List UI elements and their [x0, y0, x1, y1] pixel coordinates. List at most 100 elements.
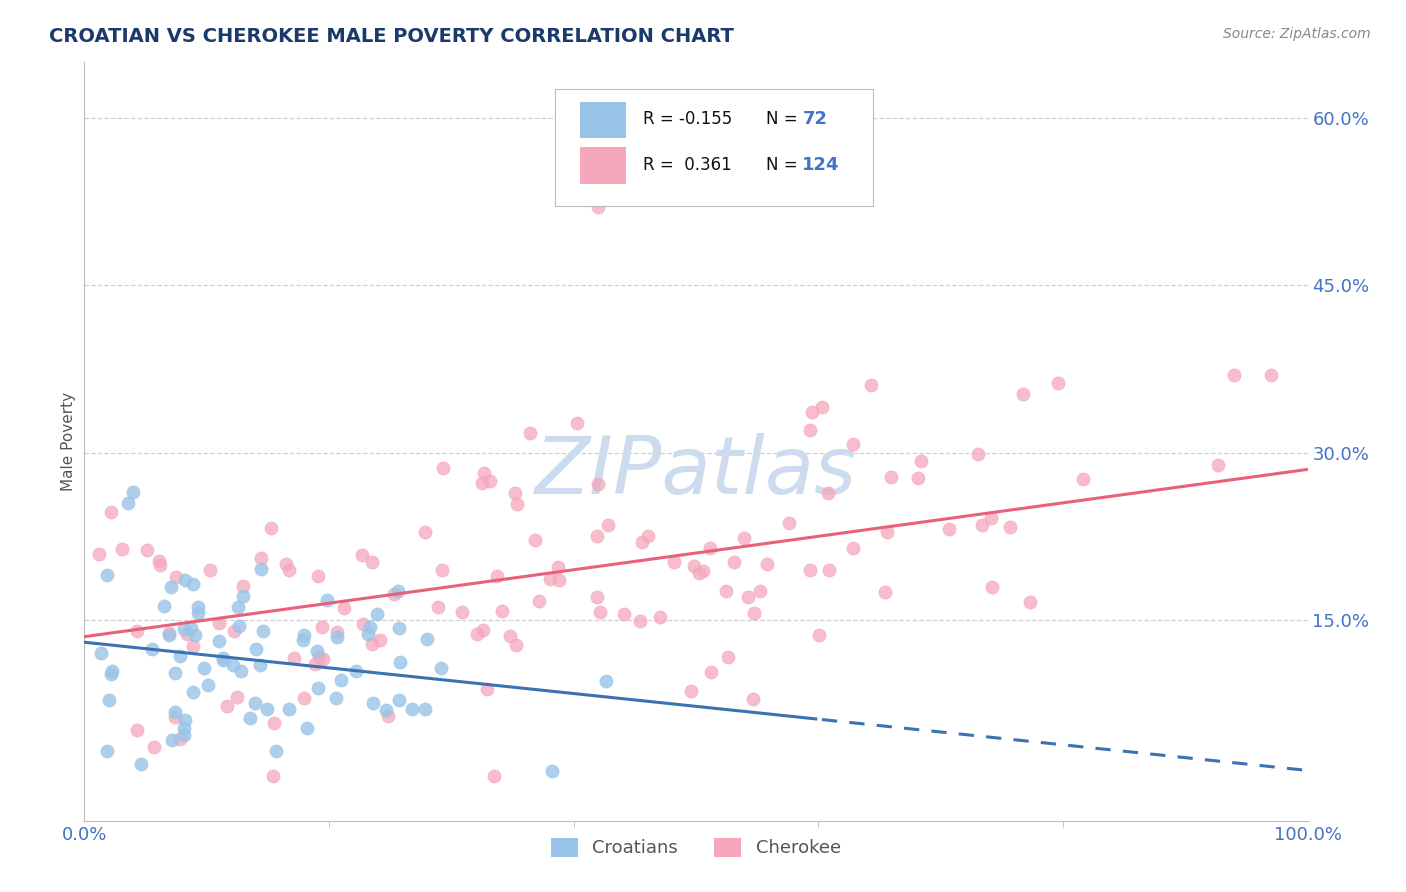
Point — [416, 632, 439, 647]
Point — [717, 649, 740, 664]
Point — [169, 648, 191, 663]
Point — [628, 614, 651, 628]
Point — [333, 601, 356, 615]
Point — [316, 593, 339, 607]
Point — [503, 485, 526, 500]
Point — [311, 652, 333, 666]
Point — [548, 573, 571, 587]
Point — [97, 693, 120, 707]
Point — [1018, 595, 1040, 609]
Point — [359, 620, 381, 634]
Point — [841, 436, 863, 450]
Point — [499, 629, 522, 643]
Point — [723, 555, 745, 569]
Point — [231, 664, 253, 678]
Point — [125, 723, 148, 737]
Text: CROATIAN VS CHEROKEE MALE POVERTY CORRELATION CHART: CROATIAN VS CHEROKEE MALE POVERTY CORREL… — [49, 27, 734, 45]
Point — [305, 644, 328, 658]
Point — [413, 525, 436, 540]
Point — [297, 721, 319, 735]
Point — [801, 405, 824, 419]
Point — [876, 524, 898, 539]
Text: ZIPatlas: ZIPatlas — [534, 433, 858, 511]
Point — [810, 401, 832, 415]
Point — [291, 633, 314, 648]
Point — [1206, 458, 1229, 472]
Point — [165, 710, 187, 724]
Point — [183, 685, 205, 699]
Point — [243, 697, 266, 711]
Point — [682, 558, 704, 573]
Point — [169, 732, 191, 747]
Point — [879, 470, 901, 484]
Point — [742, 606, 765, 620]
Point — [567, 416, 589, 430]
Point — [1047, 376, 1070, 390]
Point — [283, 651, 305, 665]
Point — [980, 511, 1002, 525]
Point — [471, 476, 494, 491]
Point — [1012, 387, 1035, 401]
Point — [187, 607, 209, 621]
Point — [486, 569, 509, 583]
Point — [388, 621, 411, 635]
Point — [873, 584, 896, 599]
Point — [637, 529, 659, 543]
Point — [524, 533, 547, 548]
Point — [586, 591, 609, 605]
Point — [375, 703, 398, 717]
Text: Source: ZipAtlas.com: Source: ZipAtlas.com — [1223, 27, 1371, 41]
Point — [187, 600, 209, 615]
Point — [368, 632, 391, 647]
Point — [148, 554, 170, 568]
Point — [263, 769, 285, 783]
Point — [165, 666, 187, 681]
Bar — [579, 147, 626, 184]
Point — [239, 711, 262, 725]
Point — [541, 764, 564, 778]
Y-axis label: Male Poverty: Male Poverty — [60, 392, 76, 491]
FancyBboxPatch shape — [555, 89, 873, 207]
Point — [307, 568, 329, 582]
Point — [432, 461, 454, 475]
Point — [692, 564, 714, 578]
Point — [382, 587, 405, 601]
Point — [538, 572, 561, 586]
Point — [173, 728, 195, 742]
Point — [181, 576, 204, 591]
Point — [472, 623, 495, 637]
Point — [96, 744, 118, 758]
Point — [688, 566, 710, 580]
Point — [157, 626, 180, 640]
Point — [387, 583, 409, 598]
Point — [474, 467, 496, 481]
Point — [152, 599, 174, 613]
Point — [907, 471, 929, 485]
Point — [733, 531, 755, 545]
Point — [350, 548, 373, 562]
Point — [799, 564, 821, 578]
Point — [778, 516, 800, 530]
Point — [176, 627, 198, 641]
Point — [505, 638, 527, 652]
Point — [860, 378, 883, 392]
Point — [361, 556, 384, 570]
Point — [292, 690, 315, 705]
Point — [232, 579, 254, 593]
Point — [527, 593, 550, 607]
Point — [465, 627, 488, 641]
Point — [998, 520, 1021, 534]
Point — [157, 627, 180, 641]
Point — [737, 591, 759, 605]
Point — [650, 609, 672, 624]
Point — [613, 607, 636, 622]
Point — [388, 656, 411, 670]
Point — [482, 769, 505, 783]
Point — [388, 693, 411, 707]
Point — [163, 705, 186, 719]
Point — [90, 646, 112, 660]
Point — [135, 542, 157, 557]
Point — [631, 534, 654, 549]
Text: R =  0.361: R = 0.361 — [644, 156, 733, 174]
Point — [96, 567, 118, 582]
